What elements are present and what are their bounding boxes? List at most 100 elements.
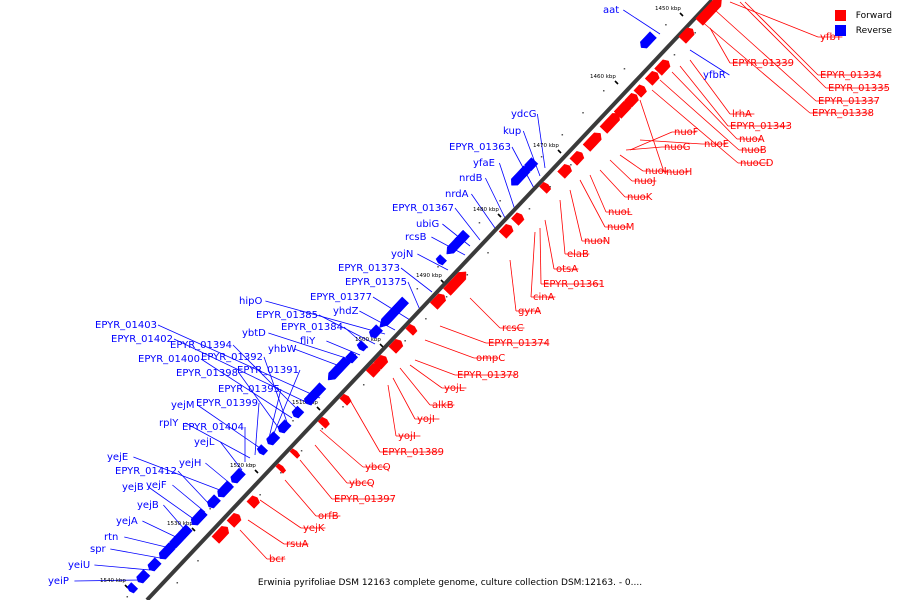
forward-gene <box>388 338 404 354</box>
forward-swatch <box>834 10 846 21</box>
tick-mark <box>254 469 259 474</box>
reverse-gene-label: EPYR_01403 <box>95 320 157 331</box>
reverse-leader-line <box>537 113 546 169</box>
reverse-gene-label: EPYR_01395 <box>218 384 280 395</box>
forward-gene-label: ompC <box>476 353 505 364</box>
reverse-gene-label: rtn <box>104 532 118 543</box>
forward-leader-line <box>689 59 731 115</box>
gene-features <box>126 0 722 594</box>
legend-forward-label: Forward <box>855 10 892 21</box>
forward-gene-label: EPYR_01343 <box>730 121 792 132</box>
forward-gene-label: rsuA <box>286 539 309 550</box>
reverse-gene <box>435 254 448 266</box>
reverse-leader-line <box>124 536 171 549</box>
reverse-gene-label: EPYR_01391 <box>237 365 299 376</box>
forward-gene <box>443 271 467 296</box>
tick-label: 1470 kbp <box>533 143 559 149</box>
forward-gene-label: EPYR_01339 <box>732 58 794 69</box>
reverse-gene <box>158 542 176 560</box>
forward-leader-line <box>569 189 583 242</box>
strand-legend: Forward Reverse <box>834 8 892 38</box>
forward-leader-line <box>651 89 739 164</box>
reverse-leader-line <box>267 388 282 443</box>
forward-leader-line <box>414 359 456 376</box>
reverse-gene-label: rplY <box>159 418 179 429</box>
reverse-gene-label: yejB <box>122 482 144 493</box>
reverse-gene-label: EPYR_01385 <box>256 310 318 321</box>
forward-gene-label: yejK <box>303 523 325 534</box>
reverse-gene-label: yejB <box>137 500 159 511</box>
reverse-swatch <box>834 25 846 36</box>
forward-gene-label: rcsC <box>502 323 524 334</box>
reverse-gene <box>327 356 351 381</box>
reverse-gene <box>230 467 246 484</box>
grid-dot <box>280 472 282 474</box>
genome-caption: Erwinia pyrifoliae DSM 12163 complete ge… <box>257 578 643 588</box>
forward-gene-label: elaB <box>567 249 589 260</box>
reverse-leader-line <box>485 177 506 219</box>
reverse-gene <box>356 340 369 352</box>
reverse-gene-label: yfbR <box>703 70 726 81</box>
reverse-leader-line <box>197 404 261 449</box>
forward-gene <box>317 416 330 429</box>
reverse-gene <box>256 444 269 456</box>
reverse-leader-line <box>157 324 321 399</box>
forward-gene <box>429 293 447 310</box>
reverse-gene-label: EPYR_01404 <box>182 422 244 433</box>
forward-gene-label: nuoE <box>704 139 729 150</box>
reverse-gene <box>126 582 139 594</box>
tick-mark <box>379 343 384 348</box>
tick-mark <box>679 12 684 17</box>
tick-label: 1490 kbp <box>416 273 442 279</box>
forward-gene-label: yfbT <box>820 32 843 43</box>
forward-leader-line <box>699 19 811 114</box>
forward-leader-line <box>544 219 555 270</box>
forward-gene <box>582 132 602 152</box>
forward-leader-line <box>639 139 703 145</box>
forward-gene <box>599 113 620 134</box>
forward-gene-label: cinA <box>533 292 555 303</box>
forward-leader-line <box>619 154 644 172</box>
reverse-gene <box>291 405 305 419</box>
forward-gene-label: nuoM <box>607 222 634 233</box>
grid-dot <box>362 384 365 386</box>
forward-leader-line <box>679 65 729 127</box>
grid-dot <box>487 252 489 254</box>
reverse-leader-line <box>94 564 151 571</box>
forward-gene-label: nuoK <box>627 192 653 203</box>
grid-dot <box>209 508 211 510</box>
reverse-leader-line <box>400 267 433 293</box>
forward-gene-label: nuoJ <box>634 176 656 187</box>
reverse-leader-line <box>200 358 293 419</box>
reverse-gene <box>524 157 539 172</box>
forward-leader-line <box>239 529 268 560</box>
tick-mark <box>191 527 196 532</box>
tick-label: 1500 kbp <box>355 337 381 343</box>
reverse-gene-label: yejL <box>194 437 215 448</box>
grid-dot <box>404 340 406 342</box>
forward-leader-line <box>509 259 517 312</box>
grid-dot <box>528 208 531 210</box>
reverse-leader-line <box>268 332 353 361</box>
forward-leader-line <box>284 479 317 517</box>
legend-forward: Forward <box>834 8 892 23</box>
tick-label: 1510 kbp <box>292 400 318 406</box>
forward-gene-label: EPYR_01397 <box>334 494 396 505</box>
forward-gene <box>275 463 287 474</box>
forward-gene-label: EPYR_01361 <box>543 279 605 290</box>
reverse-gene-label: fliY <box>300 336 316 347</box>
reverse-leader-line <box>442 223 471 247</box>
forward-gene-label: alkB <box>432 400 454 411</box>
forward-gene-label: bcr <box>269 554 286 565</box>
forward-gene <box>510 212 525 226</box>
forward-gene <box>498 223 514 239</box>
reverse-leader-line <box>454 207 481 241</box>
grid-dot <box>694 32 696 34</box>
forward-gene-label: EPYR_01335 <box>828 83 890 94</box>
grid-dot <box>259 494 261 496</box>
forward-gene <box>289 448 301 459</box>
gene-labels: aat yfbR ydcG kup EPYR_01363 yfaE nrdB nrdA EPYR… <box>48 5 890 587</box>
reverse-gene <box>266 431 281 446</box>
tick-label: 1480 kbp <box>473 207 499 213</box>
forward-gene-label: yojI <box>398 431 416 442</box>
